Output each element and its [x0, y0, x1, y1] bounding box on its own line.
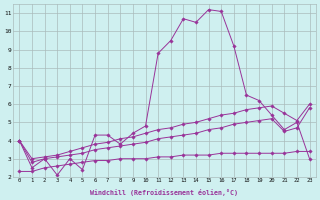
X-axis label: Windchill (Refroidissement éolien,°C): Windchill (Refroidissement éolien,°C) — [91, 189, 238, 196]
